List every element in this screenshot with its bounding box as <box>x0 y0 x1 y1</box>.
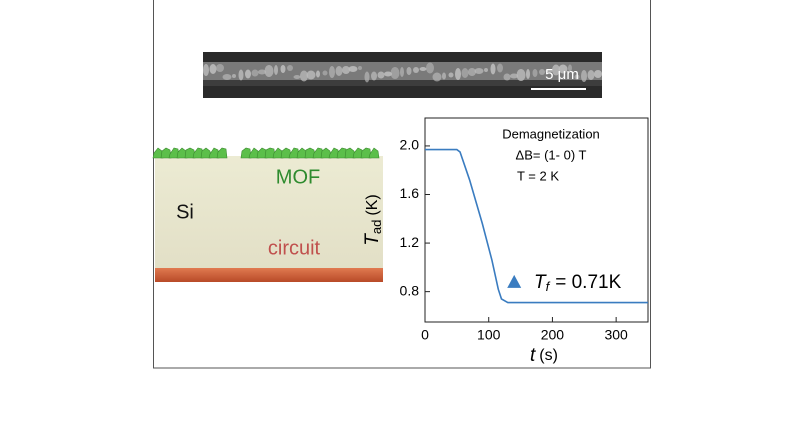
grain <box>558 64 568 74</box>
grain <box>322 70 328 76</box>
grain <box>335 66 343 76</box>
grain <box>371 71 377 81</box>
grain <box>468 68 476 76</box>
grain <box>264 65 274 77</box>
annotation: ΔB= (1- 0) T <box>516 147 587 162</box>
grain <box>306 70 316 80</box>
grain <box>455 68 461 80</box>
x-tick-label: 100 <box>477 327 501 343</box>
grain <box>539 69 545 75</box>
result-label: Tf = 0.71K <box>534 272 622 294</box>
mof-crystal <box>368 147 380 159</box>
grain <box>442 72 446 80</box>
result-symbol: T <box>534 272 547 293</box>
y-axis-label: Tad (K) <box>362 194 384 245</box>
grain <box>384 71 392 77</box>
grain <box>329 66 335 78</box>
grain <box>503 73 511 81</box>
y-subscript: ad <box>369 220 384 234</box>
grain <box>348 66 358 72</box>
grain <box>484 68 488 72</box>
grain <box>510 73 518 79</box>
grain <box>358 66 362 70</box>
grain <box>364 71 370 83</box>
grain <box>203 64 209 76</box>
grain <box>377 71 385 79</box>
grain <box>342 66 350 74</box>
result-text: = 0.71K <box>555 272 621 293</box>
grain <box>568 64 572 72</box>
x-tick-label: 200 <box>541 327 565 343</box>
grain <box>490 63 496 75</box>
grain <box>526 69 530 79</box>
data-line <box>425 148 648 304</box>
frame <box>153 0 651 369</box>
grain <box>400 67 404 77</box>
x-tick-label: 0 <box>421 327 429 343</box>
plot-frame <box>424 117 649 323</box>
y-unit: (K) <box>364 194 381 215</box>
circuit-label: circuit <box>268 237 321 259</box>
mof-crystal <box>216 147 228 159</box>
x-axis-label: t (s) <box>530 345 558 366</box>
grain <box>258 69 266 75</box>
annotation: T = 2 K <box>517 168 559 183</box>
result-subscript: f <box>546 279 551 294</box>
grain <box>594 70 602 78</box>
grain <box>232 74 236 78</box>
schematic: MOF Si circuit <box>152 147 383 282</box>
chart: Demagnetization ΔB= (1- 0) T T = 2 K Tf =… <box>362 117 649 366</box>
grain <box>216 64 224 72</box>
y-tick-label: 0.8 <box>400 282 420 298</box>
grain <box>287 65 293 71</box>
grain <box>587 70 595 80</box>
grain <box>532 69 538 77</box>
grain <box>426 62 434 74</box>
sem-image: 5 μm <box>203 52 602 98</box>
grain <box>545 69 553 73</box>
grain <box>474 68 484 74</box>
grain <box>497 63 503 73</box>
grain <box>552 64 560 76</box>
grain <box>432 72 442 82</box>
grain <box>238 69 244 81</box>
mof-label: MOF <box>276 166 320 188</box>
grain <box>406 67 412 75</box>
y-tick-label: 1.2 <box>400 234 420 250</box>
grain <box>419 67 427 71</box>
scale-bar-label: 5 μm <box>545 66 579 83</box>
grain <box>280 65 286 73</box>
grain <box>251 69 259 77</box>
marker <box>507 274 522 288</box>
x-unit: (s) <box>539 347 558 364</box>
si-label: Si <box>176 201 194 223</box>
grain <box>574 74 580 80</box>
grain <box>300 70 308 82</box>
grain <box>448 72 454 78</box>
grain <box>316 70 320 78</box>
x-tick-label: 300 <box>604 327 628 343</box>
grain <box>293 75 301 79</box>
x-symbol: t <box>530 345 536 366</box>
grain <box>209 64 217 74</box>
grain <box>274 65 278 75</box>
grain <box>245 69 251 79</box>
grain <box>413 67 419 73</box>
grain <box>581 70 587 82</box>
grain <box>222 74 232 80</box>
grain <box>516 69 526 81</box>
grain <box>461 68 469 78</box>
y-tick-label: 1.6 <box>400 185 420 201</box>
grain <box>390 67 400 79</box>
annotation: Demagnetization <box>502 126 600 141</box>
y-symbol: T <box>362 233 383 246</box>
y-tick-label: 2.0 <box>400 137 420 153</box>
